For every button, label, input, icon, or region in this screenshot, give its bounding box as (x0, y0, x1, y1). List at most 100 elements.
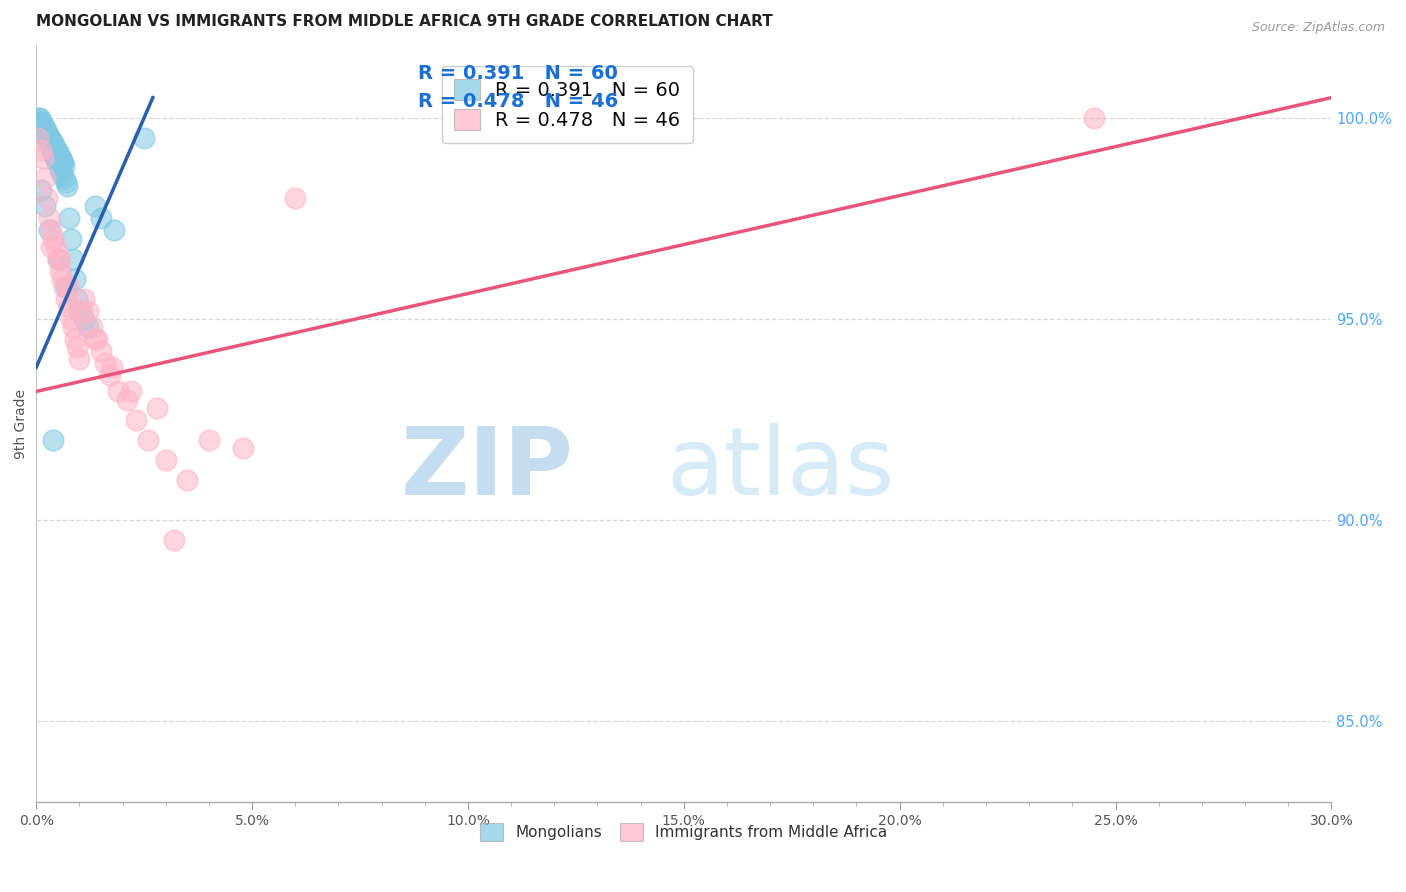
Point (98, 368, 121, 383)
Point (138, 433, 160, 447)
Point (49, 263, 72, 277)
Point (41, 239, 63, 253)
Point (35, 191, 58, 205)
Text: atlas: atlas (666, 423, 896, 515)
Point (27, 111, 49, 125)
Point (46, 252, 69, 266)
Point (66, 340, 89, 354)
Point (41, 135, 63, 149)
Point (38, 223, 60, 237)
Point (67, 304, 90, 318)
Point (77, 304, 100, 318)
Point (41, 143, 63, 157)
Point (48, 159, 70, 173)
Point (55, 292, 77, 306)
Point (51, 272, 73, 286)
Point (120, 384, 142, 399)
Point (37, 127, 59, 141)
Point (34, 171, 56, 186)
Text: Source: ZipAtlas.com: Source: ZipAtlas.com (1251, 21, 1385, 34)
Point (77, 320, 100, 334)
Point (198, 433, 221, 447)
Point (73, 292, 96, 306)
Point (30, 115, 52, 129)
Point (100, 360, 122, 375)
Point (42, 231, 65, 245)
Point (46, 252, 69, 266)
Point (41, 223, 63, 237)
Point (51, 155, 73, 169)
Point (58, 300, 80, 314)
Point (39, 131, 62, 145)
Point (27, 131, 49, 145)
Point (53, 159, 76, 173)
Point (34, 127, 56, 141)
Point (35, 123, 58, 137)
Point (94, 356, 117, 370)
Point (49, 163, 72, 178)
Text: R = 0.391   N = 60: R = 0.391 N = 60 (419, 64, 619, 83)
Point (28, 111, 51, 125)
Point (176, 473, 198, 487)
Point (284, 191, 307, 205)
Point (39, 139, 62, 153)
Point (35, 131, 58, 145)
Point (134, 131, 156, 145)
Point (51, 167, 73, 181)
Point (31, 119, 53, 133)
Point (58, 211, 80, 226)
Point (70, 304, 93, 318)
Point (44, 151, 66, 165)
Point (44, 139, 66, 153)
Point (163, 533, 186, 548)
Point (66, 292, 89, 306)
Point (82, 320, 104, 334)
Point (35, 127, 58, 141)
Legend: Mongolians, Immigrants from Middle Africa: Mongolians, Immigrants from Middle Afric… (474, 816, 894, 847)
Point (38, 211, 60, 226)
Point (46, 155, 69, 169)
Point (62, 252, 84, 266)
Point (59, 312, 82, 326)
Point (52, 155, 75, 169)
Point (62, 320, 84, 334)
Point (45, 143, 67, 157)
Point (73, 312, 96, 326)
Point (30, 143, 52, 157)
Point (42, 147, 65, 161)
Point (55, 280, 77, 294)
Point (48, 147, 70, 161)
Point (37, 135, 59, 149)
Point (34, 123, 56, 137)
Point (115, 392, 138, 407)
Point (49, 252, 72, 266)
Y-axis label: 9th Grade: 9th Grade (14, 389, 28, 458)
Point (49, 151, 72, 165)
Point (1083, 111, 1105, 125)
Point (53, 280, 76, 294)
Point (41, 135, 63, 149)
Point (83, 199, 105, 213)
Point (56, 179, 79, 194)
Point (32, 123, 55, 137)
Point (52, 171, 75, 186)
Point (90, 211, 112, 226)
Point (232, 441, 254, 455)
Point (124, 412, 146, 426)
Point (32, 119, 55, 133)
Point (34, 199, 56, 213)
Point (86, 332, 108, 346)
Point (42, 139, 65, 153)
Point (30, 115, 52, 129)
Point (146, 401, 169, 415)
Point (30, 183, 52, 197)
Point (31, 151, 53, 165)
Text: MONGOLIAN VS IMMIGRANTS FROM MIDDLE AFRICA 9TH GRADE CORRELATION CHART: MONGOLIAN VS IMMIGRANTS FROM MIDDLE AFRI… (37, 14, 773, 29)
Point (28, 115, 51, 129)
Point (46, 147, 69, 161)
Point (51, 151, 73, 165)
Point (107, 384, 129, 399)
Point (58, 280, 80, 294)
Point (30, 119, 52, 133)
Text: R = 0.478   N = 46: R = 0.478 N = 46 (419, 93, 619, 112)
